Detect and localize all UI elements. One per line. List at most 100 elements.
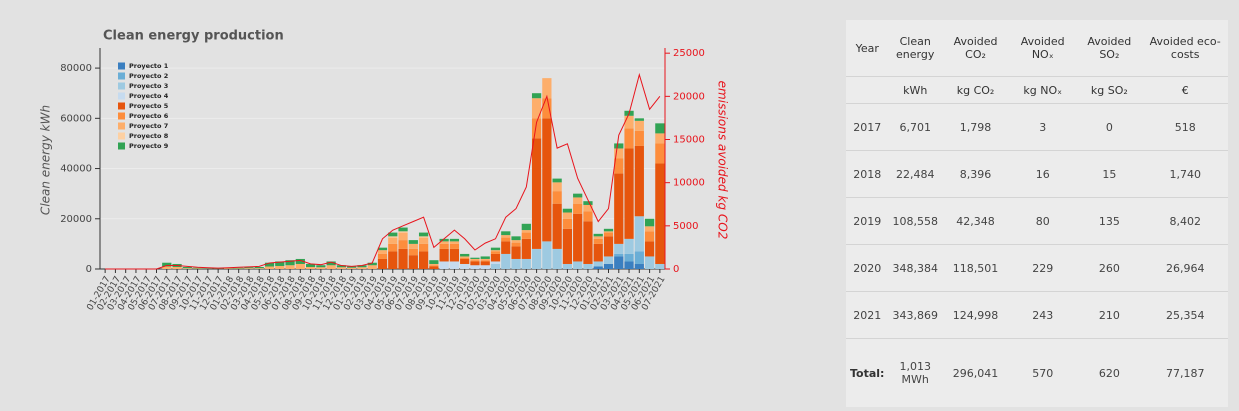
- bar-segment: [563, 212, 572, 218]
- bar-segment: [635, 216, 644, 251]
- bar-segment: [470, 261, 479, 265]
- bar-segment: [265, 266, 274, 269]
- bar-segment: [635, 146, 644, 216]
- bar-segment: [604, 256, 613, 264]
- bar-segment: [635, 121, 644, 131]
- bar-segment: [573, 194, 582, 198]
- header-cell: Clean energy: [888, 20, 942, 77]
- bar-segment: [357, 267, 366, 269]
- bar-segment: [645, 226, 654, 231]
- data-cell: 42,348: [942, 198, 1009, 245]
- bar-segment: [522, 233, 531, 239]
- bar-segment: [573, 197, 582, 203]
- bar-segment: [419, 233, 428, 237]
- bar-segment: [501, 235, 510, 238]
- data-cell: 124,998: [942, 292, 1009, 339]
- legend-label: Proyecto 9: [129, 142, 169, 150]
- data-cell: 8,402: [1142, 198, 1228, 245]
- bar-segment: [573, 261, 582, 269]
- bar-segment: [460, 258, 469, 259]
- units-cell: kg CO₂: [942, 77, 1009, 104]
- bar-segment: [388, 251, 397, 269]
- bar-segment: [635, 131, 644, 146]
- legend-swatch: [118, 83, 125, 90]
- bar-segment: [398, 249, 407, 269]
- bar-segment: [583, 201, 592, 205]
- bar-segment: [624, 116, 633, 129]
- y-tick-label: 80000: [60, 63, 92, 74]
- header-cell: Avoided SO₂: [1076, 20, 1142, 77]
- bar-segment: [419, 238, 428, 244]
- bar-segment: [481, 261, 490, 265]
- legend-label: Proyecto 3: [129, 82, 168, 90]
- bar-segment: [583, 264, 592, 269]
- bar-segment: [460, 259, 469, 264]
- total-cell: 296,041: [942, 339, 1009, 408]
- bar-segment: [378, 254, 387, 259]
- data-cell: 22,484: [888, 151, 942, 198]
- bar-segment: [306, 267, 315, 269]
- bar-segment: [224, 268, 233, 269]
- bar-segment: [614, 254, 623, 257]
- bar-segment: [398, 228, 407, 232]
- bar-segment: [532, 138, 541, 249]
- bar-segment: [604, 229, 613, 232]
- bar-segment: [624, 261, 633, 269]
- bar-segment: [614, 256, 623, 269]
- data-cell: 229: [1009, 245, 1076, 292]
- bar-segment: [429, 260, 438, 264]
- bar-segment: [491, 250, 500, 251]
- legend-swatch: [118, 123, 125, 130]
- bar-segment: [511, 243, 520, 247]
- bar-segment: [172, 267, 181, 269]
- bar-segment: [347, 268, 356, 269]
- bar-segment: [594, 266, 603, 269]
- legend-label: Proyecto 2: [129, 72, 168, 80]
- bar-segment: [624, 148, 633, 238]
- y2-tick-label: 25000: [673, 48, 705, 59]
- bar-segment: [450, 244, 459, 249]
- y2-tick-label: 0: [673, 264, 679, 275]
- bar-segment: [542, 118, 551, 241]
- bar-segment: [440, 244, 449, 249]
- bar-segment: [378, 250, 387, 254]
- legend-swatch: [118, 63, 125, 70]
- data-cell: 348,384: [888, 245, 942, 292]
- bar-segment: [337, 267, 346, 269]
- bar-segment: [624, 239, 633, 254]
- bar-segment: [563, 264, 572, 269]
- data-cell: 6,701: [888, 104, 942, 151]
- data-cell: 1,740: [1142, 151, 1228, 198]
- bar-segment: [316, 265, 325, 267]
- bar-segment: [604, 236, 613, 256]
- data-cell: 2017: [846, 104, 888, 151]
- y2-tick-label: 5000: [673, 221, 698, 232]
- bar-segment: [491, 254, 500, 262]
- data-cell: 260: [1076, 245, 1142, 292]
- bar-segment: [316, 267, 325, 269]
- units-cell: kg NOₓ: [1009, 77, 1076, 104]
- bar-segment: [553, 204, 562, 249]
- bar-segment: [522, 224, 531, 230]
- legend-label: Proyecto 7: [129, 122, 168, 130]
- header-cell: Avoided CO₂: [942, 20, 1009, 77]
- bar-segment: [563, 209, 572, 213]
- legend-label: Proyecto 4: [129, 92, 169, 100]
- bar-segment: [368, 265, 377, 269]
- data-cell: 108,558: [888, 198, 942, 245]
- bar-segment: [553, 191, 562, 204]
- header-cell: Avoided eco-costs: [1142, 20, 1228, 77]
- bar-segment: [614, 244, 623, 254]
- bar-segment: [655, 133, 664, 143]
- bar-segment: [275, 266, 284, 269]
- bar-segment: [388, 236, 397, 237]
- data-cell: 3: [1009, 104, 1076, 151]
- bar-segment: [481, 259, 490, 260]
- chart: Clean energy production Clean energy kWh…: [0, 0, 840, 407]
- bar-segment: [563, 219, 572, 229]
- y-tick-label: 0: [86, 264, 92, 275]
